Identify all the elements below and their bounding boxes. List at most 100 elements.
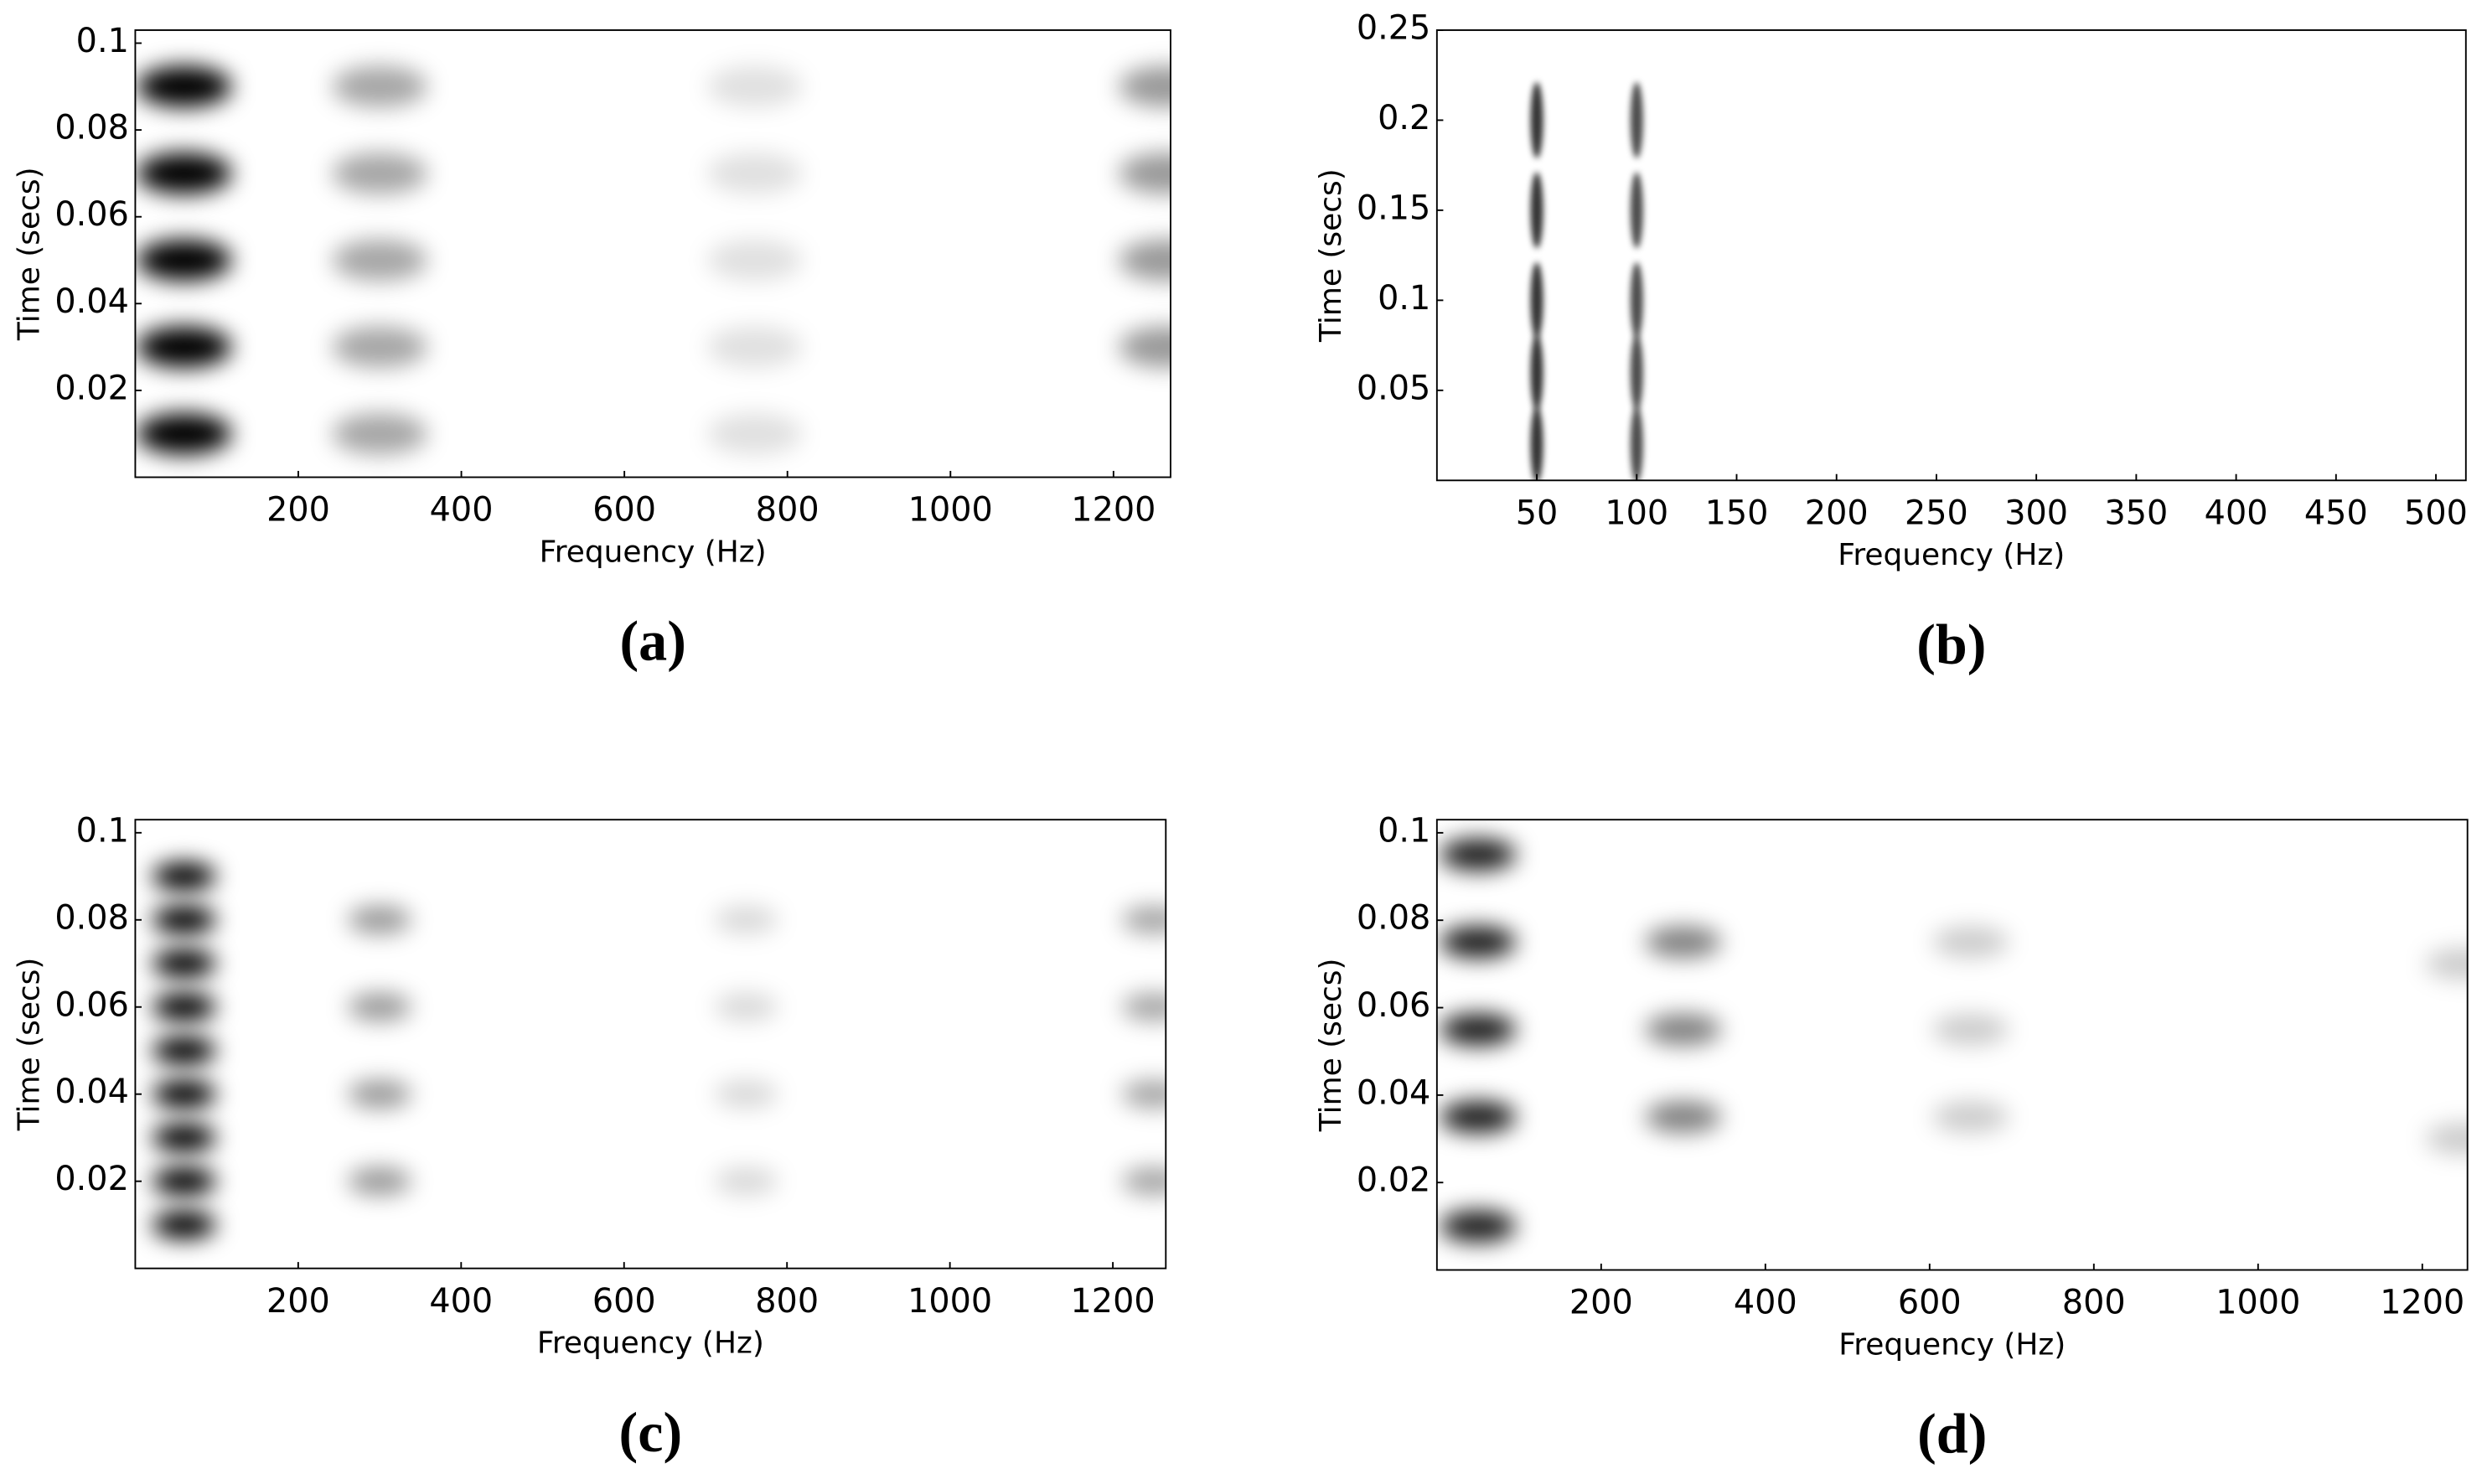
intensity-blob	[1530, 406, 1543, 481]
y-tick-label: 0.25	[1357, 8, 1430, 47]
y-tick-label: 0.05	[1357, 369, 1430, 407]
y-tick-label: 0.08	[54, 109, 128, 147]
intensity-blob	[152, 905, 216, 934]
intensity-blob	[1121, 1166, 1166, 1196]
y-tick-label: 0.02	[1357, 1161, 1430, 1200]
x-tick-label: 1200	[1071, 1282, 1156, 1321]
intensity-blob	[1121, 992, 1166, 1021]
intensity-blob	[152, 1123, 216, 1152]
y-tick-label: 0.02	[54, 1160, 128, 1198]
intensity-blob	[137, 65, 232, 107]
x-axis-label: Frequency (Hz)	[537, 1326, 764, 1360]
x-axis-label: Frequency (Hz)	[1838, 538, 2065, 572]
intensity-blob	[152, 1079, 216, 1109]
y-tick-label: 0.06	[54, 985, 128, 1024]
x-tick-label: 600	[592, 491, 656, 530]
intensity-blob	[1121, 905, 1166, 934]
x-tick-label: 600	[1898, 1284, 1962, 1322]
marks	[152, 861, 1166, 1239]
intensity-blob	[1630, 82, 1643, 158]
x-tick-label: 300	[2004, 494, 2068, 532]
y-tick-label: 0.1	[1378, 279, 1430, 318]
plot-frame	[1435, 29, 2467, 482]
marks	[1440, 839, 2468, 1243]
panel-label: (d)	[1917, 1402, 1987, 1466]
x-axis-label: Frequency (Hz)	[1838, 1327, 2066, 1362]
intensity-blob	[1630, 334, 1643, 411]
x-tick-label: 200	[266, 1282, 330, 1321]
plot-frame	[134, 29, 1171, 478]
x-tick-label: 800	[2062, 1284, 2126, 1322]
x-tick-label: 400	[2205, 494, 2268, 532]
intensity-blob	[707, 153, 803, 194]
intensity-blob	[152, 1036, 216, 1065]
x-tick-label: 250	[1905, 494, 1968, 532]
intensity-blob	[332, 239, 428, 282]
intensity-blob	[332, 65, 428, 107]
intensity-blob	[1440, 1210, 1517, 1243]
x-tick-label: 1200	[2380, 1284, 2464, 1322]
plot-frame	[1435, 819, 2469, 1271]
x-tick-label: 400	[430, 491, 494, 530]
intensity-blob	[152, 1166, 216, 1196]
intensity-blob	[714, 905, 778, 934]
x-tick-label: 600	[592, 1282, 656, 1321]
intensity-blob	[332, 413, 428, 455]
intensity-blob	[348, 1166, 411, 1196]
intensity-blob	[1630, 172, 1643, 249]
x-tick-label: 150	[1705, 494, 1769, 532]
intensity-blob	[1119, 326, 1171, 368]
intensity-blob	[152, 1210, 216, 1239]
y-tick-label: 0.04	[54, 1073, 128, 1111]
intensity-blob	[707, 413, 803, 455]
marks	[1530, 82, 1643, 481]
x-tick-label: 1000	[2216, 1284, 2300, 1322]
x-tick-label: 1000	[908, 491, 993, 530]
x-tick-label: 400	[1734, 1284, 1797, 1322]
panel-label: (c)	[619, 1400, 683, 1464]
panel: 200 400 600 800 1000 1200 0.02 0.04 0.06 0.08 0.1 F…	[13, 22, 1171, 673]
intensity-blob	[1630, 261, 1643, 339]
x-tick-label: 200	[1569, 1284, 1633, 1322]
intensity-blob	[332, 153, 428, 194]
y-tick-label: 0.1	[1378, 811, 1430, 850]
x-tick-label: 1200	[1071, 491, 1156, 530]
x-tick-label: 50	[1516, 494, 1559, 532]
intensity-blob	[1630, 406, 1643, 481]
intensity-blob	[1530, 261, 1543, 339]
intensity-blob	[1530, 172, 1543, 249]
intensity-blob	[1530, 334, 1543, 411]
y-tick-label: 0.2	[1378, 99, 1430, 137]
y-tick-label: 0.06	[1357, 986, 1430, 1025]
y-tick-label: 0.15	[1357, 189, 1430, 227]
panel-label: (a)	[619, 609, 685, 673]
intensity-blob	[152, 949, 216, 978]
panel: 50 100 150 200 250 300 350 400 450 500 0.05 0.1 0.15…	[1314, 8, 2468, 675]
intensity-blob	[1119, 65, 1171, 107]
y-tick-label: 0.08	[54, 898, 128, 937]
intensity-blob	[1440, 926, 1517, 959]
intensity-blob	[1440, 839, 1517, 871]
intensity-blob	[348, 905, 411, 934]
panel-label: (b)	[1916, 612, 1986, 675]
intensity-blob	[137, 413, 232, 455]
y-tick-label: 0.02	[54, 369, 128, 407]
x-tick-label: 450	[2304, 494, 2368, 532]
intensity-blob	[2425, 1123, 2468, 1155]
intensity-blob	[1121, 1079, 1166, 1109]
intensity-blob	[714, 1079, 778, 1109]
intensity-blob	[1932, 1101, 2009, 1133]
y-axis-label: Time (secs)	[13, 167, 47, 341]
marks	[137, 65, 1171, 455]
y-axis-label: Time (secs)	[1314, 959, 1348, 1133]
y-tick-label: 0.1	[76, 811, 129, 850]
x-tick-label: 200	[1805, 494, 1869, 532]
y-axis-label: Time (secs)	[1314, 168, 1348, 343]
x-tick-label: 1000	[907, 1282, 992, 1321]
x-tick-label: 400	[429, 1282, 493, 1321]
y-tick-label: 0.1	[76, 22, 129, 60]
intensity-blob	[1932, 926, 2009, 959]
intensity-blob	[1645, 1013, 1722, 1046]
intensity-blob	[714, 1166, 778, 1196]
